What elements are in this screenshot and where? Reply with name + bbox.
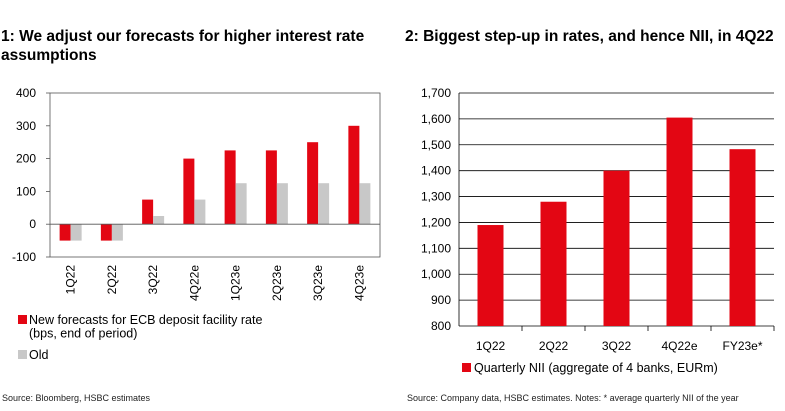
bar-nii bbox=[729, 149, 756, 326]
y-tick-label: 1,200 bbox=[421, 215, 451, 229]
x-tick-label: 2Q22 bbox=[539, 339, 569, 353]
bar-new bbox=[183, 158, 195, 225]
x-tick-label: 1Q22 bbox=[476, 339, 506, 353]
bar-new bbox=[142, 199, 154, 225]
legend-label-new: New forecasts for ECB deposit facility r… bbox=[29, 313, 262, 327]
y-tick-label: 200 bbox=[16, 152, 36, 166]
chart-panel-right: 2: Biggest step-up in rates, and hence N… bbox=[401, 0, 785, 411]
y-tick-label: 1,600 bbox=[421, 112, 451, 126]
x-tick-label: 3Q22 bbox=[602, 339, 632, 353]
bar-old bbox=[318, 183, 330, 225]
bar-new bbox=[100, 224, 112, 241]
legend-swatch-new bbox=[18, 315, 27, 324]
bar-old bbox=[70, 224, 82, 241]
bar-old bbox=[153, 216, 165, 225]
chart-source: Source: Company data, HSBC estimates. No… bbox=[407, 393, 739, 403]
x-tick-label: 3Q22 bbox=[146, 265, 160, 295]
y-tick-label: 400 bbox=[16, 86, 36, 100]
x-tick-label: 3Q23e bbox=[311, 265, 325, 301]
legend-label-old: Old bbox=[29, 348, 49, 362]
x-tick-label: 2Q22 bbox=[105, 265, 119, 295]
x-tick-label: 4Q23e bbox=[352, 265, 366, 301]
bar-nii bbox=[540, 201, 567, 326]
y-tick-label: 1,700 bbox=[421, 86, 451, 100]
y-tick-label: 900 bbox=[431, 293, 451, 307]
bar-old bbox=[359, 183, 371, 225]
legend-swatch-old bbox=[18, 350, 27, 359]
bar-old bbox=[111, 224, 123, 241]
y-tick-label: 800 bbox=[431, 319, 451, 333]
y-tick-label: 0 bbox=[29, 217, 36, 231]
x-tick-label: 1Q23e bbox=[229, 265, 243, 301]
y-tick-label: 1,300 bbox=[421, 190, 451, 204]
y-tick-label: 1,100 bbox=[421, 241, 451, 255]
chart-title: 2: Biggest step-up in rates, and hence N… bbox=[405, 28, 774, 45]
x-tick-label: 1Q22 bbox=[64, 265, 78, 295]
chart-source: Source: Bloomberg, HSBC estimates bbox=[2, 393, 151, 403]
legend-label-new: (bps, end of period) bbox=[29, 327, 137, 341]
x-tick-label: 4Q22e bbox=[661, 339, 697, 353]
bar-old bbox=[276, 183, 288, 225]
chart-left-svg: 400 300 200 100 0 -100 1Q22 2Q22 3Q22 4Q22e 1Q23e 2… bbox=[12, 86, 381, 362]
bar-old bbox=[194, 199, 206, 225]
bar-new bbox=[265, 150, 277, 225]
plot-area bbox=[49, 92, 381, 258]
chart-panel-left: 1: We adjust our forecasts for higher in… bbox=[1, 28, 381, 403]
y-tick-label: 1,500 bbox=[421, 138, 451, 152]
y-tick-label: -100 bbox=[12, 250, 36, 264]
y-tick-label: 100 bbox=[16, 184, 36, 198]
legend-label-nii: Quarterly NII (aggregate of 4 banks, EUR… bbox=[474, 361, 718, 375]
y-tick-label: 1,400 bbox=[421, 164, 451, 178]
y-tick-label: 1,000 bbox=[421, 267, 451, 281]
x-tick-label: 4Q22e bbox=[187, 265, 201, 301]
chart-title: 1: We adjust our forecasts for higher in… bbox=[1, 28, 365, 64]
bar-new bbox=[307, 142, 319, 225]
bar-new bbox=[224, 150, 236, 225]
legend-swatch-nii bbox=[462, 363, 471, 372]
bar-old bbox=[235, 183, 247, 225]
x-tick-label: 2Q23e bbox=[270, 265, 284, 301]
bar-nii bbox=[666, 117, 693, 326]
bar-new bbox=[59, 224, 71, 241]
bar-nii bbox=[477, 225, 504, 326]
bar-nii bbox=[603, 170, 630, 326]
chart-right-svg: 1,700 1,600 1,500 1,400 1,300 1,200 1,100 1,000… bbox=[421, 86, 775, 375]
y-tick-label: 300 bbox=[16, 119, 36, 133]
x-tick-label: FY23e* bbox=[722, 339, 762, 353]
bar-new bbox=[348, 125, 360, 225]
